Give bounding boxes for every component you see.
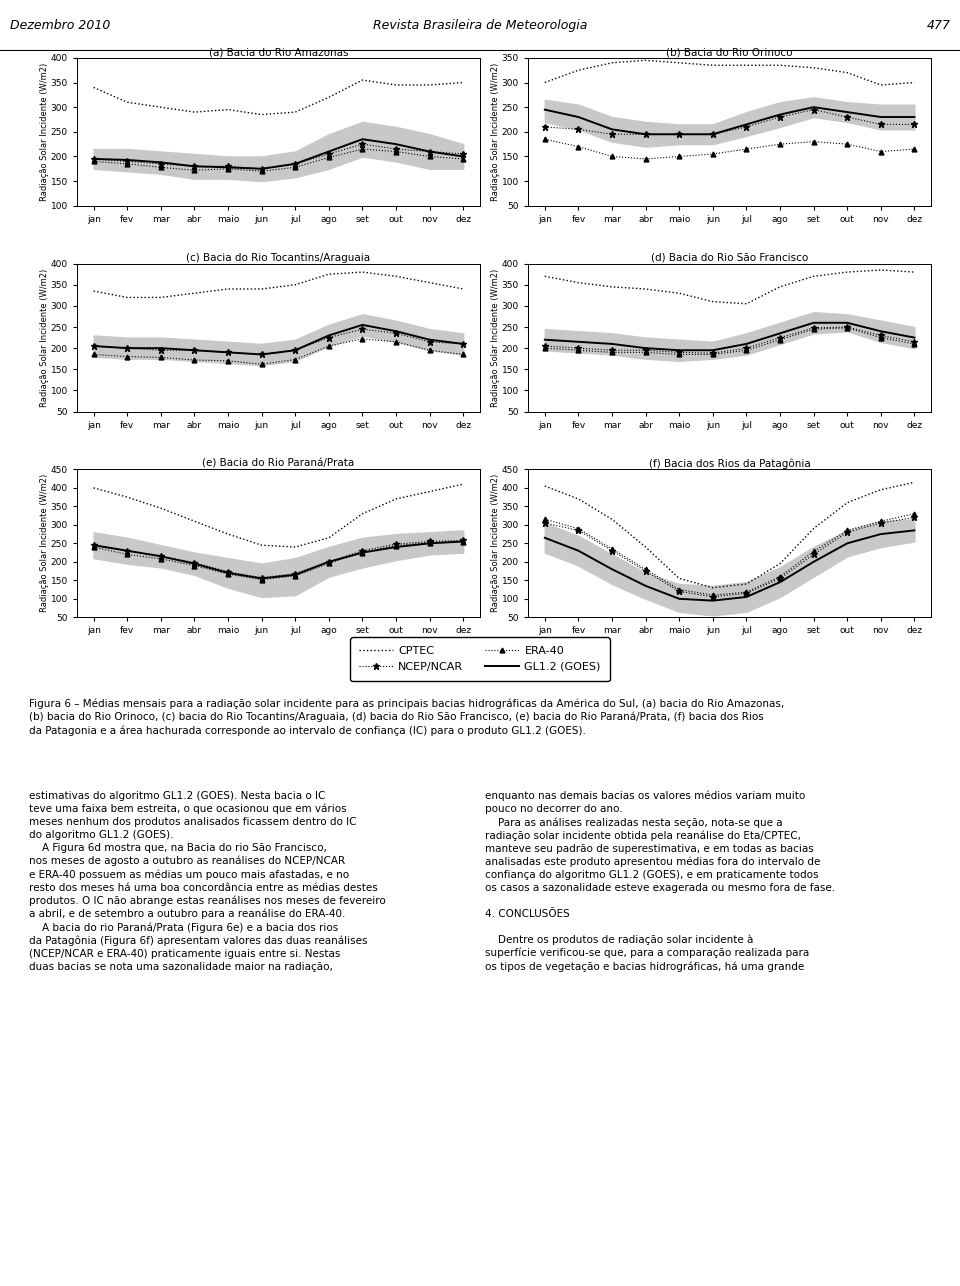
Y-axis label: Radiação Solar Incidente (W/m2): Radiação Solar Incidente (W/m2) bbox=[40, 269, 49, 406]
Title: (b) Bacia do Rio Orinoco: (b) Bacia do Rio Orinoco bbox=[666, 48, 793, 57]
Text: Figura 6 – Médias mensais para a radiação solar incidente para as principais bac: Figura 6 – Médias mensais para a radiaçã… bbox=[29, 698, 784, 736]
Title: (a) Bacia do Rio Amazonas: (a) Bacia do Rio Amazonas bbox=[208, 48, 348, 57]
Text: 477: 477 bbox=[926, 19, 950, 32]
Text: enquanto nas demais bacias os valores médios variam muito
pouco no decorrer do a: enquanto nas demais bacias os valores mé… bbox=[485, 791, 835, 972]
Title: (f) Bacia dos Rios da Patagônia: (f) Bacia dos Rios da Patagônia bbox=[649, 458, 810, 468]
Text: Revista Brasileira de Meteorologia: Revista Brasileira de Meteorologia bbox=[372, 19, 588, 32]
Text: estimativas do algoritmo GL1.2 (GOES). Nesta bacia o IC
teve uma faixa bem estre: estimativas do algoritmo GL1.2 (GOES). N… bbox=[29, 791, 386, 972]
Y-axis label: Radiação Solar Incidente (W/m2): Radiação Solar Incidente (W/m2) bbox=[40, 63, 49, 201]
Y-axis label: Radiação Solar Incidente (W/m2): Radiação Solar Incidente (W/m2) bbox=[492, 63, 500, 201]
Title: (c) Bacia do Rio Tocantins/Araguaia: (c) Bacia do Rio Tocantins/Araguaia bbox=[186, 253, 371, 262]
Legend: CPTEC, NCEP/NCAR, ERA-40, GL1.2 (GOES): CPTEC, NCEP/NCAR, ERA-40, GL1.2 (GOES) bbox=[350, 638, 610, 680]
Text: Dezembro 2010: Dezembro 2010 bbox=[10, 19, 110, 32]
Y-axis label: Radiação Solar Incidente (W/m2): Radiação Solar Incidente (W/m2) bbox=[492, 269, 500, 406]
Title: (d) Bacia do Rio São Francisco: (d) Bacia do Rio São Francisco bbox=[651, 253, 808, 262]
Y-axis label: Radiação Solar Incidente (W/m2): Radiação Solar Incidente (W/m2) bbox=[492, 475, 500, 612]
Y-axis label: Radiação Solar Incidente (W/m2): Radiação Solar Incidente (W/m2) bbox=[40, 475, 49, 612]
Title: (e) Bacia do Rio Paraná/Prata: (e) Bacia do Rio Paraná/Prata bbox=[203, 459, 354, 468]
